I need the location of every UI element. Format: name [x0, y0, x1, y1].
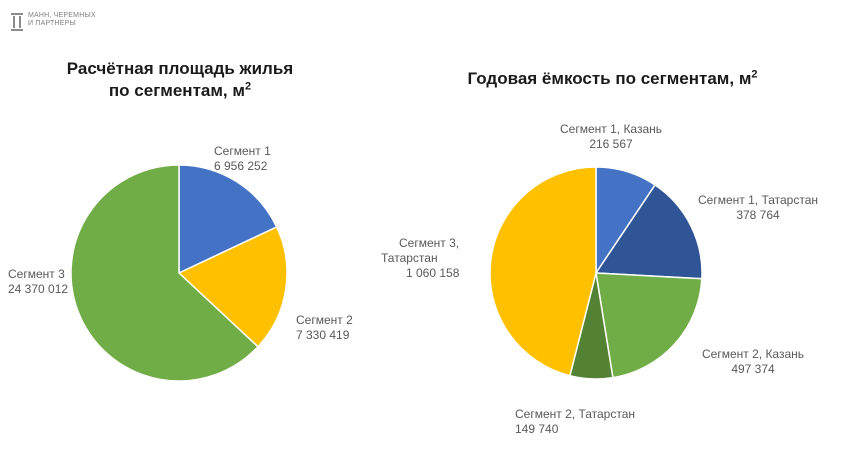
pie-right-slice-2	[594, 183, 703, 280]
label-right-segment-2-tatarstan: Сегмент 2, Татарстан 149 740	[515, 407, 635, 437]
pie-left-slice-2	[177, 225, 288, 348]
label-right-segment-2-tatarstan-name: Сегмент 2, Татарстан	[515, 407, 636, 421]
pie-right-slice-5	[489, 166, 597, 377]
chart-title-capacity: Годовая ёмкость по сегментам, м2	[425, 68, 800, 90]
label-right-segment-2-kazan-name: Сегмент 2, Казань	[702, 347, 805, 361]
pie-left-slice-3	[70, 164, 259, 382]
chart-title-line2: по сегментам, м	[108, 81, 245, 100]
label-right-segment-3-value: 1 060 158	[406, 266, 460, 280]
label-left-segment-3-value: 24 370 012	[8, 282, 69, 296]
chart-title-line1: Расчётная площадь жилья	[66, 59, 294, 78]
label-left-segment-1-value: 6 956 252	[214, 159, 268, 173]
label-right-segment-3-line2: Татарстан	[381, 251, 438, 265]
label-right-segment-2-kazan-value: 497 374	[731, 362, 775, 376]
label-right-segment-1-kazan-value: 216 567	[589, 137, 633, 151]
label-right-segment-1-kazan-name: Сегмент 1, Казань	[560, 122, 663, 136]
label-left-segment-3-name: Сегмент 3	[8, 267, 65, 281]
logo-column-icon	[11, 13, 23, 31]
chart-title-superscript: 2	[244, 80, 252, 93]
label-right-segment-1-tatarstan-name: Сегмент 1, Татарстан	[698, 193, 819, 207]
label-left-segment-2-name: Сегмент 2	[296, 313, 353, 327]
label-right-segment-1-kazan: Сегмент 1, Казань 216 567	[560, 122, 662, 152]
chart-title-capacity-text: Годовая ёмкость по сегментам, м	[467, 69, 752, 88]
label-right-segment-3-line1: Сегмент 3,	[399, 236, 460, 250]
label-left-segment-2-value: 7 330 419	[296, 328, 350, 342]
label-right-segment-3-tatarstan: Сегмент 3, Татарстан 1 060 158	[380, 236, 459, 281]
company-logo: МАНН, ЧЕРЕМНЫХ И ПАРТНЕРЫ	[10, 12, 96, 32]
label-right-segment-2-tatarstan-value: 149 740	[515, 422, 559, 436]
pie-left-slice-1	[178, 164, 278, 275]
logo-text-line2: И ПАРТНЕРЫ	[28, 20, 76, 27]
label-left-segment-1-name: Сегмент 1	[214, 144, 271, 158]
pie-right-slice-3	[595, 272, 703, 379]
label-right-segment-2-kazan: Сегмент 2, Казань 497 374	[702, 347, 804, 377]
chart-title-area: Расчётная площадь жилья по сегментам, м2	[20, 58, 340, 102]
label-right-segment-1-tatarstan: Сегмент 1, Татарстан 378 764	[698, 193, 818, 223]
label-left-segment-2: Сегмент 2 7 330 419	[296, 313, 353, 343]
chart-title-capacity-superscript: 2	[751, 68, 758, 81]
logo-text-line1: МАНН, ЧЕРЕМНЫХ	[28, 12, 96, 19]
label-left-segment-3: Сегмент 3 24 370 012	[8, 267, 68, 297]
label-right-segment-1-tatarstan-value: 378 764	[736, 208, 780, 222]
label-left-segment-1: Сегмент 1 6 956 252	[214, 144, 271, 174]
